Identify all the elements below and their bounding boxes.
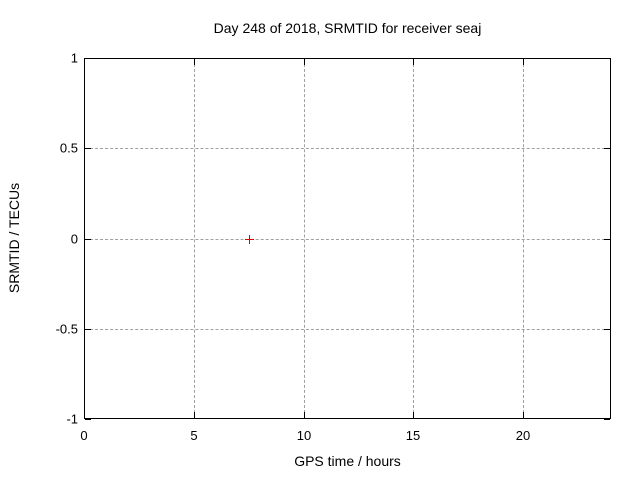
y-tick-mark-right <box>604 419 610 420</box>
x-tick-mark-top <box>194 59 195 65</box>
y-tick-label: -0.5 <box>55 321 78 337</box>
gridline-vertical <box>413 59 414 418</box>
x-tick-mark-bottom <box>304 412 305 418</box>
chart-title: Day 248 of 2018, SRMTID for receiver sea… <box>213 20 482 36</box>
data-point-plus <box>249 235 250 244</box>
y-tick-mark-left <box>85 419 91 420</box>
x-tick-mark-bottom <box>84 412 85 418</box>
x-tick-label: 15 <box>405 428 421 443</box>
y-tick-mark-right <box>604 148 610 149</box>
y-tick-label: -1 <box>66 411 78 427</box>
y-tick-mark-left <box>85 329 91 330</box>
y-tick-mark-left <box>85 148 91 149</box>
x-tick-mark-top <box>523 59 524 65</box>
y-tick-label: 0 <box>70 231 78 247</box>
x-tick-mark-bottom <box>523 412 524 418</box>
x-axis-label: GPS time / hours <box>294 453 401 469</box>
gridline-horizontal <box>85 148 610 149</box>
y-tick-mark-right <box>604 239 610 240</box>
y-tick-mark-right <box>604 329 610 330</box>
x-tick-label: 10 <box>296 428 312 443</box>
x-tick-mark-top <box>84 59 85 65</box>
y-tick-label: 0.5 <box>59 140 78 156</box>
plot-area <box>84 58 611 419</box>
x-tick-mark-top <box>304 59 305 65</box>
x-tick-mark-top <box>413 59 414 65</box>
gridline-vertical <box>194 59 195 418</box>
gridline-horizontal <box>85 239 610 240</box>
x-tick-label: 5 <box>190 428 198 443</box>
gridline-horizontal <box>85 329 610 330</box>
y-tick-mark-right <box>604 58 610 59</box>
x-tick-label: 0 <box>80 428 88 443</box>
x-tick-mark-bottom <box>413 412 414 418</box>
y-tick-label: 1 <box>70 50 78 66</box>
gridline-vertical <box>304 59 305 418</box>
x-tick-mark-bottom <box>194 412 195 418</box>
x-tick-label: 20 <box>515 428 531 443</box>
y-tick-mark-left <box>85 58 91 59</box>
gridline-vertical <box>523 59 524 418</box>
y-tick-mark-left <box>85 239 91 240</box>
